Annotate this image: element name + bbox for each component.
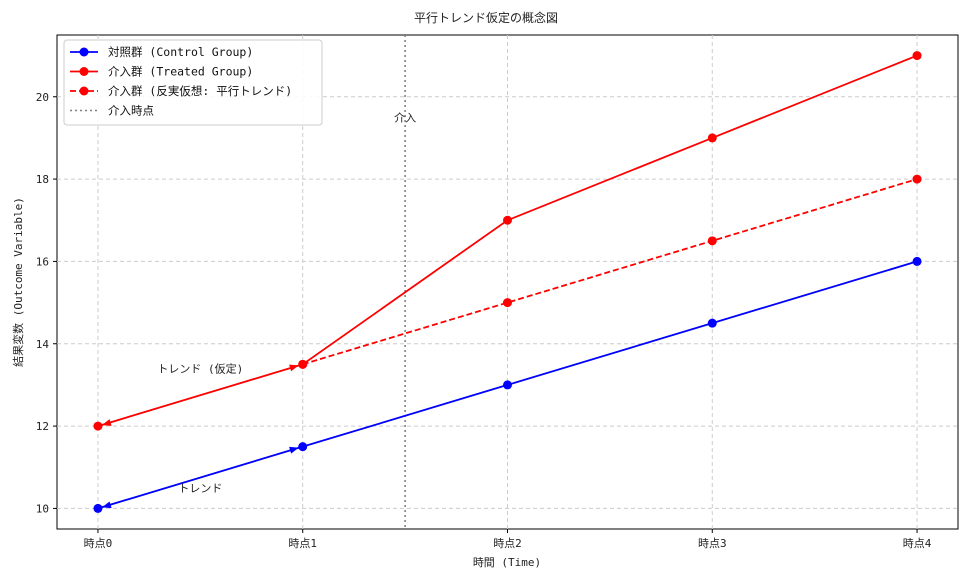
y-axis-label: 結果変数 (Outcome Variable) [11, 197, 25, 367]
y-tick-label: 16 [36, 255, 49, 268]
series-point-0 [93, 503, 103, 513]
y-tick-label: 12 [36, 420, 49, 433]
series-line-2 [302, 178, 918, 366]
legend-label: 介入群 (Treated Group) [108, 65, 253, 79]
series-point-0 [298, 442, 308, 452]
legend-box [63, 39, 323, 126]
series-point-2 [298, 359, 308, 369]
chart-title: 平行トレンド仮定の概念図 [414, 10, 558, 25]
x-tick-label: 時点4 [903, 537, 932, 550]
annotation-label-0: トレンド (仮定) [157, 362, 243, 376]
annotation-arrowhead [101, 501, 112, 509]
y-tick-label: 18 [36, 173, 49, 186]
series-point-1 [912, 51, 922, 61]
series-point-0 [707, 318, 717, 328]
series-point-0 [503, 380, 512, 390]
annotation-arrow-1 [101, 447, 299, 509]
series-point-0 [912, 256, 922, 266]
annotation-label-1: トレンド [178, 482, 222, 495]
legend-label: 介入時点 [108, 104, 154, 118]
legend-label: 対照群 (Control Group) [108, 45, 253, 59]
y-tick-label: 20 [36, 91, 49, 104]
series-point-1 [503, 215, 512, 225]
x-tick-label: 時点1 [288, 537, 317, 550]
y-tick-label: 10 [36, 502, 49, 515]
x-tick-label: 時点3 [698, 537, 727, 550]
series-point-2 [503, 298, 512, 308]
annotation-arrowhead [289, 364, 299, 372]
series-point-1 [93, 421, 103, 431]
legend-swatch-marker [79, 47, 89, 57]
series-point-2 [707, 236, 717, 246]
legend-swatch-marker [79, 86, 89, 96]
annotation-arrow-0 [101, 364, 299, 426]
legend-label: 介入群 (反実仮想: 平行トレンド) [108, 84, 292, 98]
annotation-arrowhead [101, 419, 112, 426]
x-axis-label: 時間 (Time) [473, 556, 541, 569]
annotation-arrowhead [289, 446, 299, 454]
intervention-label: 介入 [394, 111, 416, 124]
x-tick-label: 時点2 [493, 537, 522, 550]
series-point-1 [707, 133, 717, 143]
x-tick-label: 時点0 [84, 537, 113, 550]
legend-swatch-marker [79, 67, 89, 76]
y-tick-label: 14 [36, 338, 50, 351]
series-point-2 [912, 174, 922, 184]
